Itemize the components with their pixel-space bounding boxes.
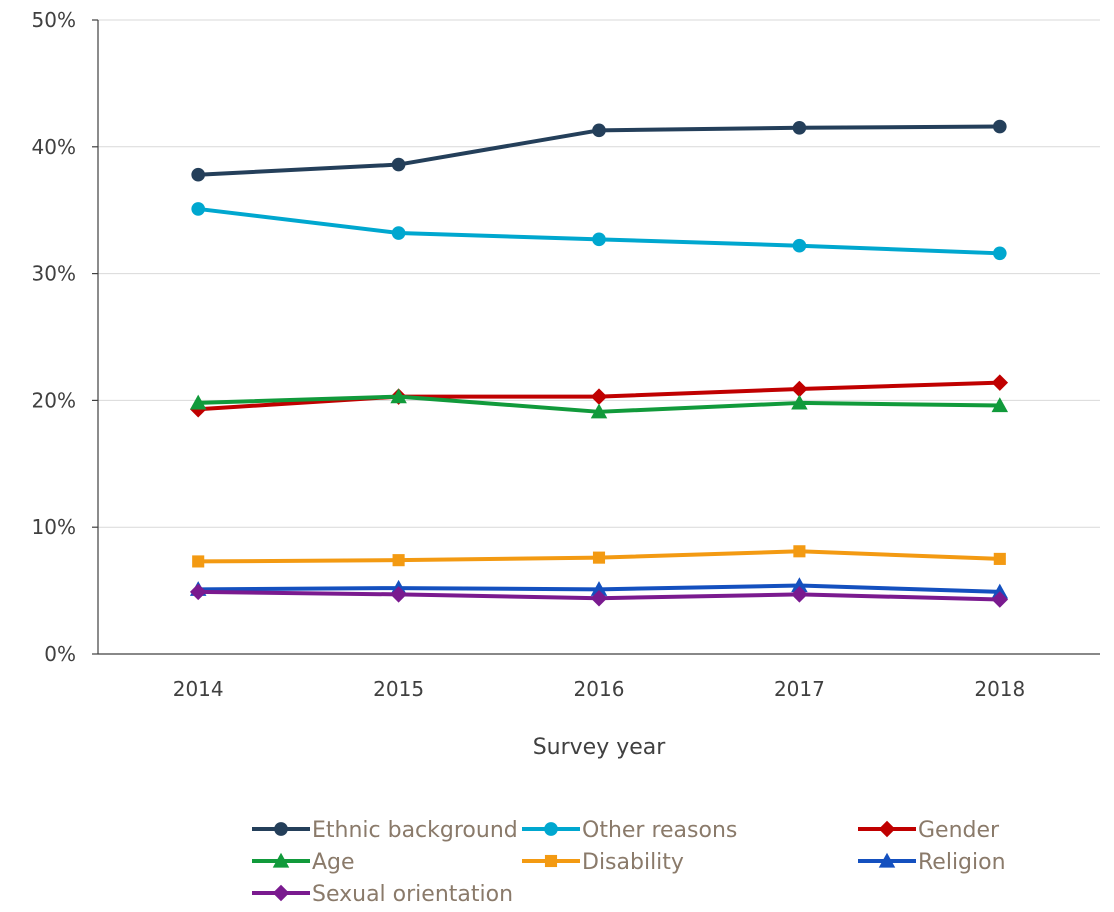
gridlines (98, 19, 1100, 528)
series-group (189, 119, 1009, 608)
data-point-sexual-orientation (991, 591, 1009, 608)
data-point-age (189, 394, 207, 410)
legend-item-age: Age (252, 850, 355, 875)
legend-marker (878, 820, 896, 838)
legend-item-gender: Gender (858, 818, 1000, 843)
data-point-religion (791, 577, 808, 593)
data-point-gender (590, 388, 608, 405)
data-point-ethnic-background (391, 157, 406, 172)
series-other-reasons (191, 202, 1007, 261)
data-point-disability (793, 545, 806, 558)
y-tick-label: 0% (44, 642, 76, 666)
data-point-disability (592, 551, 606, 564)
legend-marker (878, 852, 896, 868)
data-point-other-reasons (992, 246, 1007, 261)
data-point-gender (791, 380, 808, 398)
legend-marker (272, 852, 290, 868)
legend-item-other-reasons: Other reasons (522, 818, 737, 843)
data-point-sexual-orientation (390, 586, 407, 603)
series-ethnic-background (191, 119, 1007, 182)
legend-label: Ethnic background (312, 818, 518, 843)
x-tick-label: 2015 (373, 677, 424, 701)
x-tick-label: 2014 (173, 677, 224, 701)
data-point-sexual-orientation (791, 586, 808, 603)
y-tick-label: 40% (32, 135, 76, 159)
legend-label: Religion (918, 850, 1006, 875)
data-point-age (590, 403, 608, 419)
legend-marker (272, 884, 290, 902)
data-point-religion (991, 583, 1009, 599)
legend-marker (544, 822, 558, 836)
data-point-sexual-orientation (189, 583, 207, 601)
y-tick-label: 30% (32, 262, 76, 286)
axes: 0% 10% 20% 30% 40% 50% 2014 2015 2016 2017 2018 (32, 8, 1100, 701)
legend-item-religion: Religion (858, 850, 1006, 875)
x-axis-title: Survey year (533, 735, 667, 760)
data-point-disability (192, 555, 205, 568)
data-point-other-reasons (592, 232, 606, 247)
data-point-disability (392, 554, 405, 567)
legend-item-sexual-orientation: Sexual orientation (252, 882, 513, 907)
y-tick-label: 20% (32, 388, 76, 412)
x-tick-label: 2017 (774, 677, 825, 701)
x-tick-label: 2016 (574, 677, 625, 701)
series-sexual-orientation (189, 583, 1009, 608)
data-point-ethnic-background (191, 167, 206, 182)
data-point-ethnic-background (592, 123, 606, 138)
data-point-sexual-orientation (590, 589, 608, 607)
data-point-age (390, 388, 407, 404)
data-point-gender (991, 374, 1009, 391)
legend-label: Other reasons (582, 818, 737, 843)
data-point-other-reasons (391, 226, 406, 240)
y-tick-label: 10% (32, 515, 76, 539)
data-point-ethnic-background (992, 119, 1007, 134)
legend-label: Age (312, 850, 355, 875)
series-disability (192, 545, 1006, 568)
series-age (189, 388, 1009, 419)
data-point-age (791, 394, 808, 410)
legend-label: Disability (582, 850, 684, 875)
data-point-religion (590, 581, 608, 596)
data-point-age (991, 397, 1009, 413)
x-tick-label: 2018 (974, 677, 1025, 701)
legend-item-disability: Disability (522, 850, 684, 875)
data-point-other-reasons (191, 202, 206, 216)
data-point-other-reasons (792, 238, 807, 253)
data-point-ethnic-background (792, 120, 807, 135)
legend-label: Gender (918, 818, 1000, 843)
legend-marker (274, 822, 288, 836)
legend-marker (544, 854, 558, 868)
legend-item-ethnic-background: Ethnic background (252, 818, 518, 843)
legend: Ethnic background Other reasons Gender Age D… (252, 818, 1006, 907)
series-line-other-reasons (197, 206, 1000, 256)
data-point-disability (993, 552, 1006, 565)
y-tick-label: 50% (32, 8, 76, 32)
series-gender (189, 374, 1009, 418)
legend-label: Sexual orientation (312, 882, 513, 907)
